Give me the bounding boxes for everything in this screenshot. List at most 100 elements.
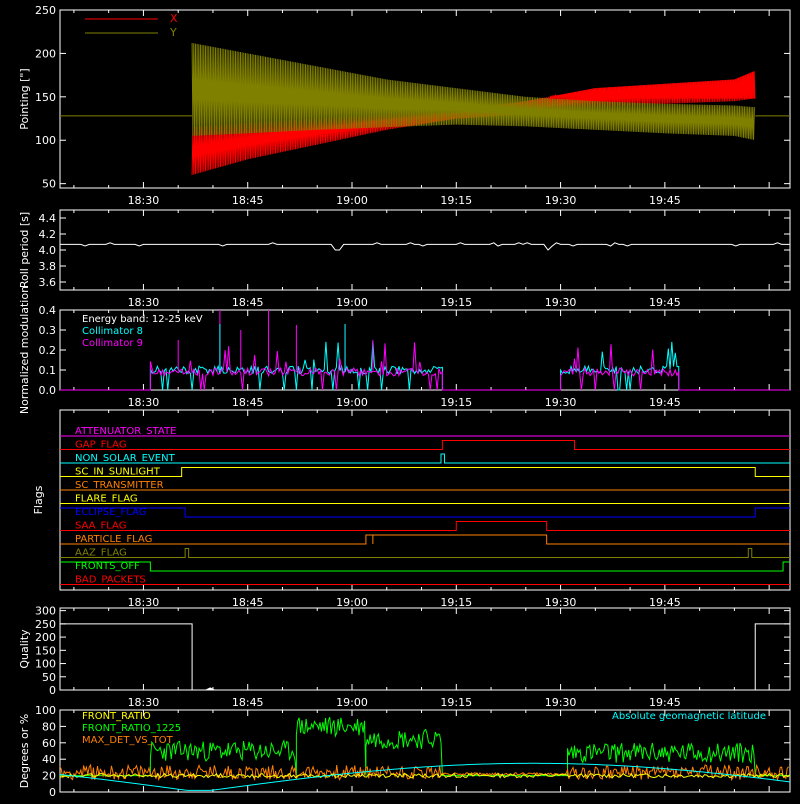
y-tick-label: 100: [35, 134, 56, 147]
flag-label: ATTENUATOR_STATE: [75, 426, 176, 437]
time-tick-label: 18:30: [128, 696, 160, 709]
y-tick-label: 4.0: [39, 244, 57, 257]
time-tick-label: 18:30: [128, 194, 160, 207]
time-tick-label: 19:45: [649, 296, 681, 309]
flag-label: NON_SOLAR_EVENT: [75, 453, 176, 464]
time-tick-label: 19:30: [545, 696, 577, 709]
time-tick-label: 19:30: [545, 296, 577, 309]
time-tick-label: 18:45: [232, 396, 264, 409]
y-tick-label: 0: [49, 786, 56, 799]
time-tick-label: 19:15: [440, 596, 472, 609]
panel-frame-1: [59, 209, 791, 291]
flag-line-particle_flag: [60, 534, 790, 545]
time-tick-label: 18:30: [128, 596, 160, 609]
flags-y-label: Flags: [32, 485, 45, 514]
y-tick-label: 100: [35, 704, 56, 717]
flag-line-fronts_off: [60, 561, 790, 572]
time-tick-label: 18:45: [232, 194, 264, 207]
y-tick-label: 0: [49, 684, 56, 697]
panel-frame-0: [59, 9, 791, 189]
time-tick-label: 18:45: [232, 596, 264, 609]
y-tick-label: 150: [35, 644, 56, 657]
y-tick-label: 20: [42, 770, 56, 783]
ratio-legend-green: FRONT_RATIO_1225: [82, 723, 181, 734]
pointing-x-series-top: [549, 71, 756, 101]
time-tick-label: 18:30: [128, 396, 160, 409]
y-tick-label: 250: [35, 618, 56, 631]
y-tick-label: 4.2: [39, 228, 57, 241]
time-tick-label: 18:45: [232, 696, 264, 709]
flag-line-gap_flag: [60, 440, 790, 450]
modulation-series-1: [60, 342, 790, 391]
flag-label: GAP_FLAG: [75, 440, 127, 451]
quality-blip: [205, 687, 215, 691]
time-tick-label: 19:00: [336, 596, 368, 609]
y-axis-label: Pointing ["]: [18, 68, 31, 129]
time-tick-label: 19:15: [440, 194, 472, 207]
time-tick-label: 19:00: [336, 296, 368, 309]
y-tick-label: 50: [42, 671, 56, 684]
y-axis-label: Quality: [18, 629, 31, 669]
y-tick-label: 3.6: [39, 276, 57, 289]
legend-y-label: Y: [169, 26, 177, 39]
modulation-legend-c9: Collimator 9: [82, 338, 143, 349]
flag-label: SC_IN_SUNLIGHT: [75, 467, 161, 478]
y-tick-label: 0.0: [39, 384, 57, 397]
time-tick-label: 19:00: [336, 396, 368, 409]
y-tick-label: 0.4: [39, 304, 57, 317]
y-tick-label: 50: [42, 178, 56, 191]
flag-label: FLARE_FLAG: [75, 494, 138, 505]
time-tick-label: 19:45: [649, 194, 681, 207]
time-tick-label: 19:30: [545, 194, 577, 207]
y-tick-label: 100: [35, 658, 56, 671]
quality-series: [60, 623, 790, 691]
time-tick-label: 19:00: [336, 696, 368, 709]
legend-x-label: X: [170, 12, 178, 25]
flag-label: PARTICLE_FLAG: [75, 534, 152, 545]
ratio-legend-orange: MAX_DET_VS_TOT: [82, 735, 174, 746]
panel-frame-3: [59, 409, 791, 591]
time-tick-label: 19:45: [649, 696, 681, 709]
y-tick-label: 0.3: [39, 324, 57, 337]
time-tick-label: 19:15: [440, 396, 472, 409]
y-tick-label: 200: [35, 47, 56, 60]
y-tick-label: 40: [42, 753, 56, 766]
y-tick-label: 200: [35, 631, 56, 644]
y-tick-label: 0.2: [39, 344, 57, 357]
y-tick-label: 80: [42, 720, 56, 733]
y-tick-label: 60: [42, 737, 56, 750]
flag-line-non_solar_event: [60, 453, 790, 464]
y-axis-label: Roll period [s]: [18, 212, 31, 288]
time-tick-label: 19:15: [440, 696, 472, 709]
flag-line-aaz_flag: [60, 548, 790, 558]
y-tick-label: 150: [35, 91, 56, 104]
roll-period-series: [60, 242, 790, 251]
y-axis-label: Normalized modulation: [18, 286, 31, 414]
ratio-green-series: [60, 717, 790, 777]
panel-frame-5: [59, 709, 791, 793]
flag-label: ECLIPSE_FLAG: [75, 507, 146, 518]
flag-label: SC_TRANSMITTER: [75, 480, 164, 491]
time-tick-label: 19:00: [336, 194, 368, 207]
flag-line-eclipse_flag: [60, 507, 790, 518]
time-tick-label: 18:45: [232, 296, 264, 309]
flag-label: SAA_FLAG: [75, 521, 126, 532]
y-tick-label: 3.8: [39, 260, 57, 273]
time-tick-label: 19:15: [440, 296, 472, 309]
geomag-latitude-series: [59, 762, 791, 791]
flag-line-sc_in_sunlight: [60, 467, 790, 477]
time-tick-label: 19:30: [545, 396, 577, 409]
time-tick-label: 18:30: [128, 296, 160, 309]
ratio-legend-yellow: FRONT_RATIO: [82, 711, 151, 722]
y-axis-label: Degrees or %: [18, 714, 31, 788]
modulation-legend-title: Energy band: 12-25 keV: [82, 314, 203, 325]
time-tick-label: 19:45: [649, 396, 681, 409]
y-tick-label: 250: [35, 4, 56, 17]
time-tick-label: 19:45: [649, 596, 681, 609]
ratio-legend-geomag: Absolute geomagnetic latitude: [612, 711, 766, 722]
ratio-yellow-series: [59, 772, 791, 779]
time-tick-label: 19:30: [545, 596, 577, 609]
y-tick-label: 0.1: [39, 364, 57, 377]
